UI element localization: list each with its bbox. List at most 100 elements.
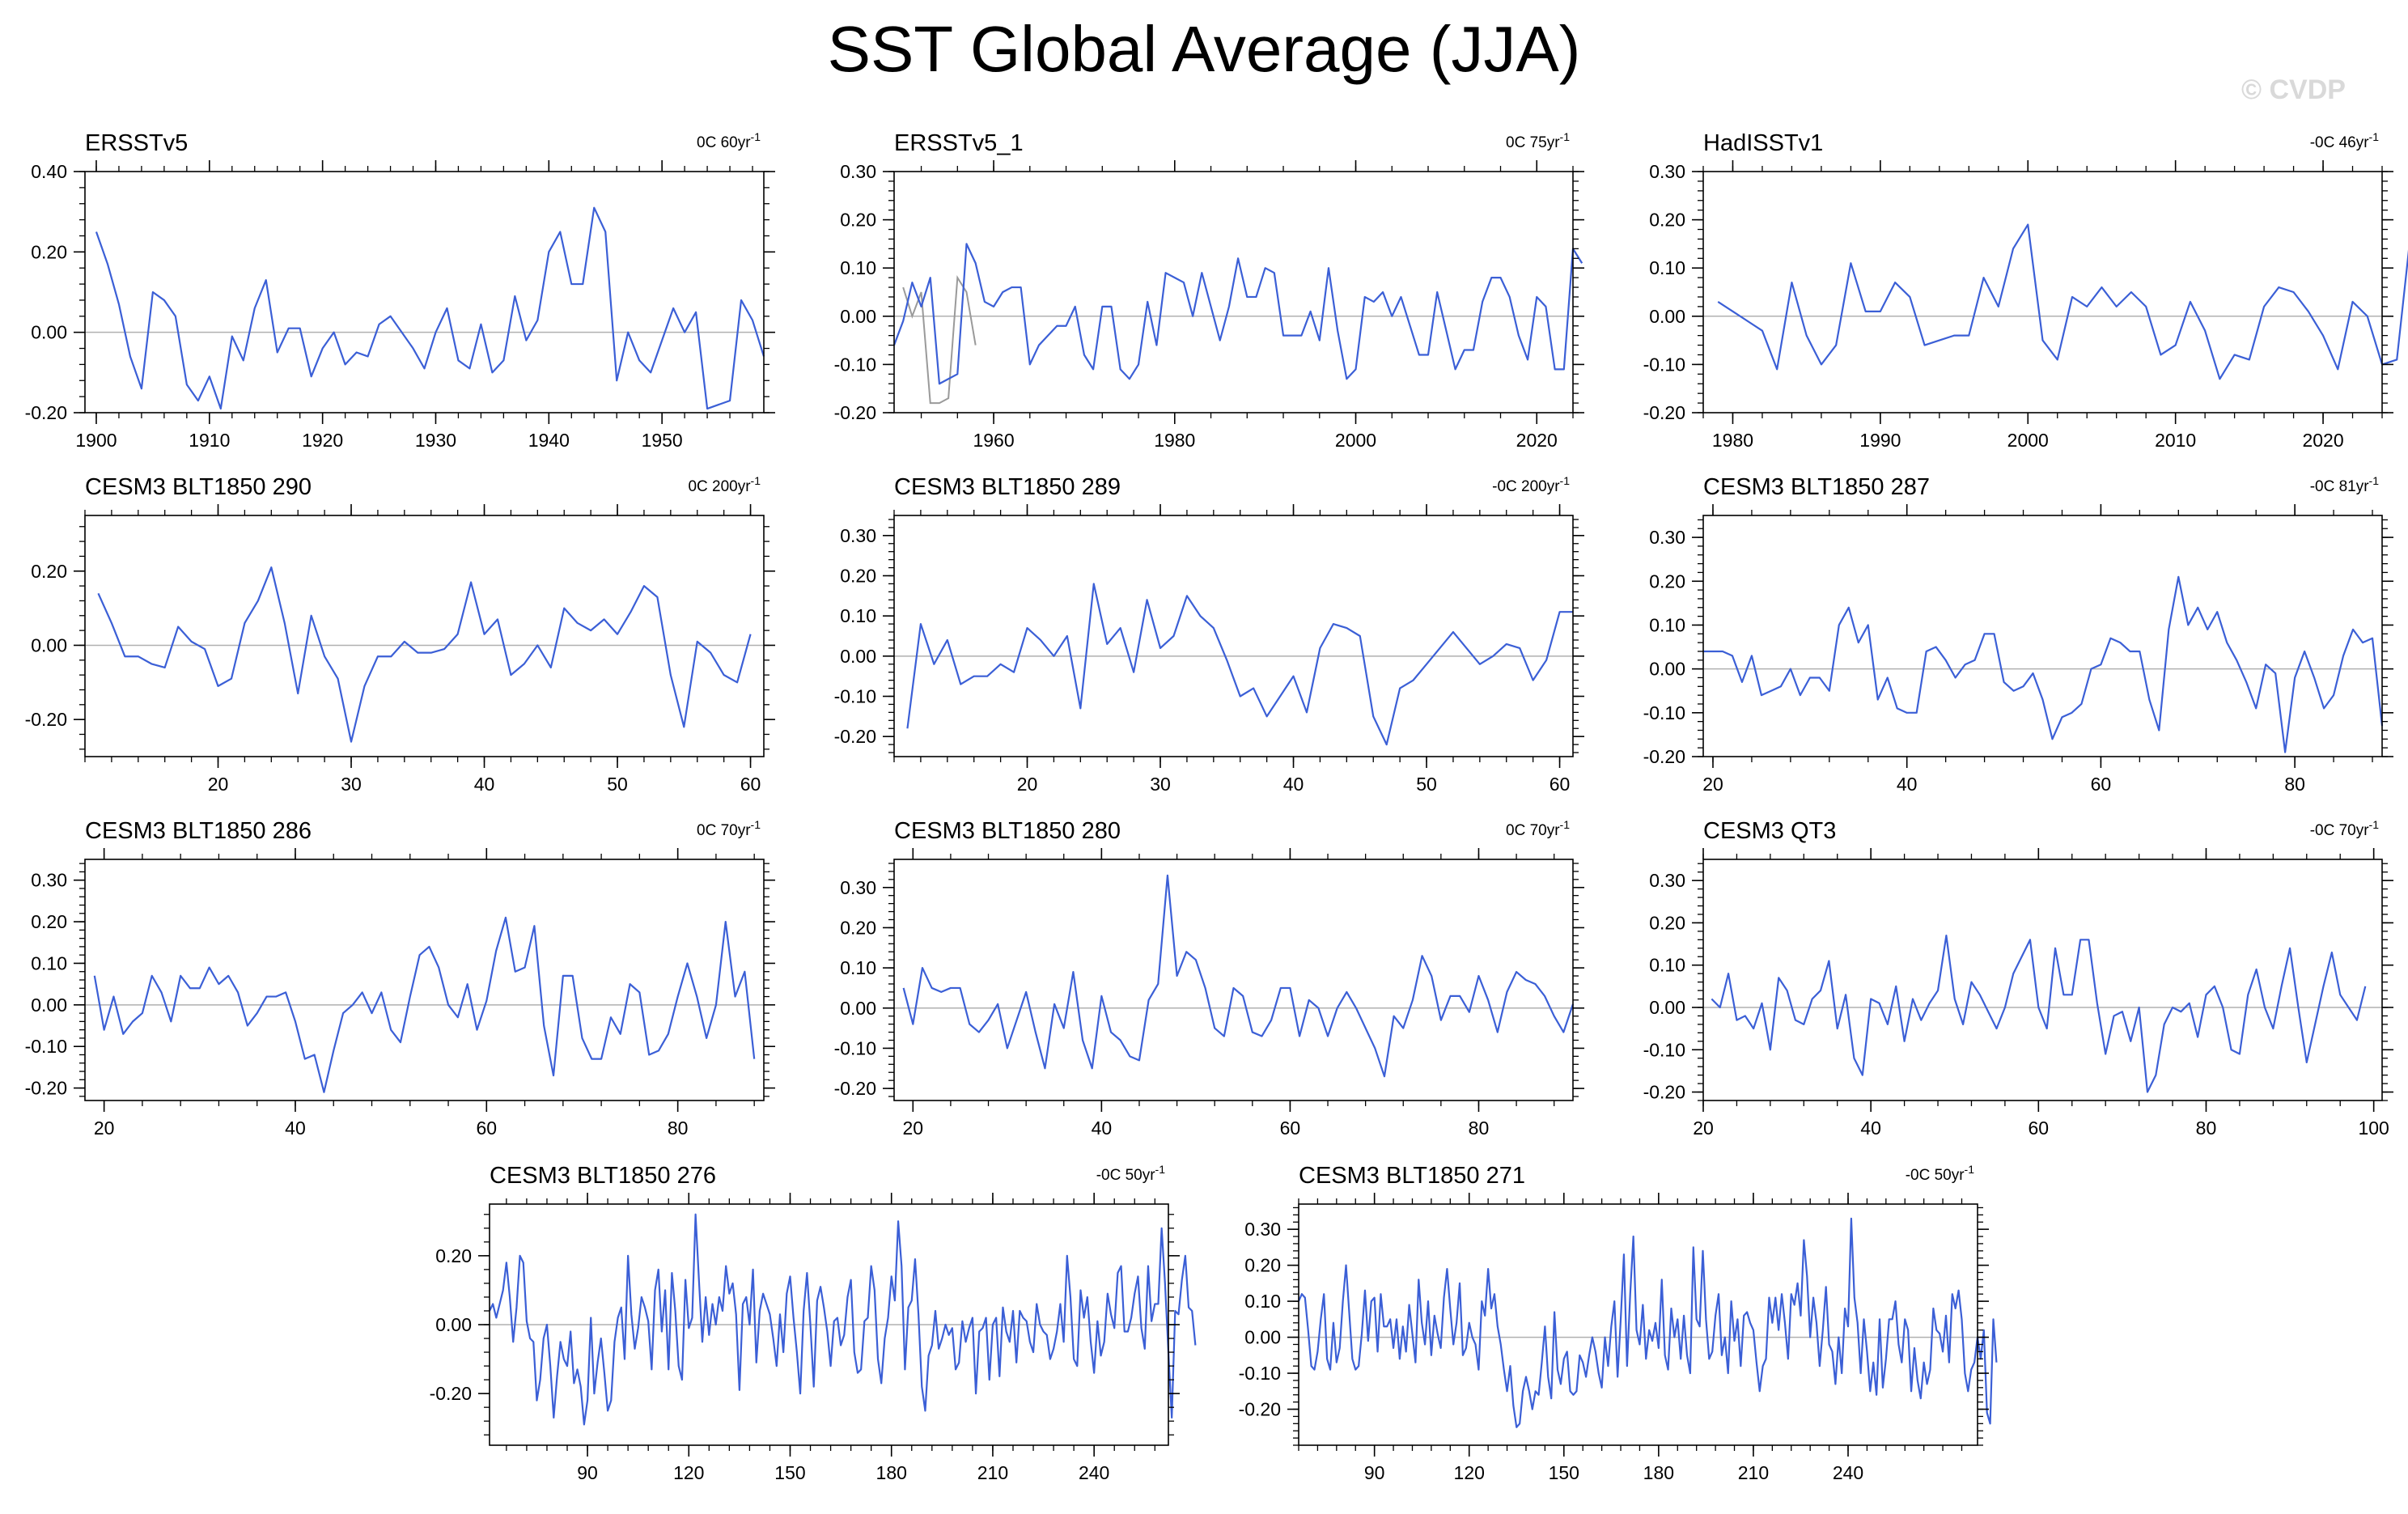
series-line	[1297, 1217, 1998, 1428]
x-tick-label: 90	[577, 1462, 598, 1483]
y-tick-label: -0.20	[834, 1078, 876, 1099]
y-tick-label: 0.20	[31, 241, 67, 262]
y-tick-label: -0.10	[25, 1036, 67, 1057]
y-tick-label: -0.10	[834, 354, 876, 375]
series-line	[1717, 223, 2408, 380]
y-tick-label: 0.20	[1244, 1255, 1281, 1276]
y-tick-label: 0.10	[840, 257, 876, 278]
x-tick-label: 20	[1693, 1117, 1714, 1139]
panel-title: HadISSTv1	[1703, 130, 1823, 156]
y-tick-label: -0.10	[1643, 1039, 1685, 1060]
y-tick-label: 0.00	[1649, 997, 1685, 1018]
y-tick-label: -0.20	[834, 726, 876, 747]
plot-frame	[1298, 1203, 1978, 1446]
chart-panel-7: 20 40 60 80 -0.20 -0.10 0.00 0.10 0.20 0.30 CESM3 …	[25, 818, 775, 1139]
plot-frame	[893, 171, 1574, 413]
y-tick-label: 0.00	[31, 634, 67, 655]
y-tick-label: -0.20	[1643, 1082, 1685, 1103]
x-tick-label: 20	[1702, 774, 1723, 795]
x-tick-label: 60	[740, 774, 761, 795]
panel-title: CESM3 BLT1850 287	[1703, 474, 1930, 500]
y-tick-label: -0.10	[834, 1037, 876, 1058]
y-tick-label: 0.20	[1649, 210, 1685, 231]
chart-panel-2: 1960 1980 2000 2020 -0.20 -0.10 0.00 0.10 0.20 0.…	[834, 130, 1584, 451]
chart-panel-10: 90 120 150 180 210 240 -0.20 0.00 0.20 CESM3 BLT1…	[430, 1163, 1197, 1483]
x-tick-label: 90	[1364, 1462, 1385, 1483]
y-tick-label: 0.30	[1244, 1219, 1281, 1240]
x-tick-label: 40	[1897, 774, 1918, 795]
panel-title: CESM3 BLT1850 271	[1299, 1163, 1525, 1189]
panel-title: CESM3 BLT1850 289	[894, 474, 1121, 500]
chart-panel-1: 1900 1910 1920 1930 1940 1950 -0.20 0.00 0.20 0.4…	[25, 130, 775, 451]
x-tick-label: 40	[1283, 774, 1304, 795]
y-tick-label: -0.20	[25, 402, 67, 423]
x-tick-label: 1980	[1154, 430, 1195, 451]
y-tick-label: 0.30	[1649, 527, 1685, 548]
y-tick-label: -0.20	[25, 709, 67, 730]
x-tick-label: 60	[2029, 1117, 2050, 1139]
panel-title: CESM3 BLT1850 276	[490, 1163, 716, 1189]
y-tick-label: 0.20	[840, 210, 876, 231]
trend-label: -0C 200yr-1	[1492, 474, 1570, 495]
x-tick-label: 40	[285, 1117, 306, 1139]
trend-label: 0C 70yr-1	[1506, 818, 1570, 839]
y-tick-label: -0.20	[1643, 402, 1685, 423]
y-tick-label: 0.20	[1649, 912, 1685, 933]
y-tick-label: 0.00	[840, 998, 876, 1019]
x-tick-label: 30	[341, 774, 362, 795]
y-tick-label: -0.20	[25, 1078, 67, 1099]
x-tick-label: 80	[668, 1117, 689, 1139]
trend-label: 0C 200yr-1	[688, 474, 761, 495]
y-tick-label: 0.20	[31, 561, 67, 582]
y-tick-label: 0.20	[1649, 570, 1685, 592]
x-tick-label: 120	[673, 1462, 704, 1483]
x-tick-label: 2020	[2302, 430, 2343, 451]
plot-frame	[84, 515, 765, 757]
x-tick-label: 20	[903, 1117, 924, 1139]
y-tick-label: 0.10	[840, 605, 876, 626]
x-tick-label: 1900	[75, 430, 117, 451]
x-tick-label: 20	[94, 1117, 115, 1139]
trend-label: -0C 50yr-1	[1906, 1163, 1975, 1184]
y-tick-label: 0.10	[1244, 1291, 1281, 1312]
series-line	[1703, 575, 2384, 753]
y-tick-label: 0.00	[31, 322, 67, 343]
plot-frame	[1702, 171, 2383, 413]
y-tick-label: 0.30	[840, 161, 876, 182]
panel-title: ERSSTv5	[85, 130, 188, 156]
y-tick-label: 0.40	[31, 161, 67, 182]
series-line	[489, 1213, 1197, 1426]
x-tick-label: 1960	[973, 430, 1014, 451]
x-tick-label: 80	[2196, 1117, 2217, 1139]
x-tick-label: 210	[977, 1462, 1008, 1483]
x-tick-label: 1910	[189, 430, 230, 451]
x-tick-label: 80	[2284, 774, 2305, 795]
trend-label: 0C 60yr-1	[697, 130, 761, 151]
x-tick-label: 1950	[642, 430, 683, 451]
x-tick-label: 1940	[528, 430, 570, 451]
series-line	[1711, 935, 2367, 1093]
y-tick-label: 0.00	[1649, 659, 1685, 680]
trend-label: -0C 70yr-1	[2310, 818, 2380, 839]
plot-frame	[84, 171, 765, 413]
plot-frame	[1702, 859, 2383, 1101]
trend-label: -0C 81yr-1	[2310, 474, 2380, 495]
series-line	[95, 206, 765, 410]
series-line	[97, 566, 752, 743]
page-title: SST Global Average (JJA)	[827, 13, 1581, 85]
y-tick-label: 0.30	[31, 870, 67, 891]
x-tick-label: 120	[1454, 1462, 1485, 1483]
y-tick-label: 0.00	[1649, 306, 1685, 327]
x-tick-label: 180	[876, 1462, 907, 1483]
x-tick-label: 60	[1280, 1117, 1301, 1139]
x-tick-label: 1920	[302, 430, 343, 451]
x-tick-label: 240	[1833, 1462, 1863, 1483]
y-tick-label: 0.20	[31, 911, 67, 932]
y-tick-label: 0.20	[840, 566, 876, 587]
series-line	[93, 916, 756, 1093]
x-tick-label: 60	[2091, 774, 2112, 795]
chart-panel-3: 1980 1990 2000 2010 2020 -0.20 -0.10 0.00 0.10 0.…	[1643, 130, 2408, 451]
x-tick-label: 2010	[2155, 430, 2196, 451]
panel-title: CESM3 BLT1850 286	[85, 818, 312, 844]
